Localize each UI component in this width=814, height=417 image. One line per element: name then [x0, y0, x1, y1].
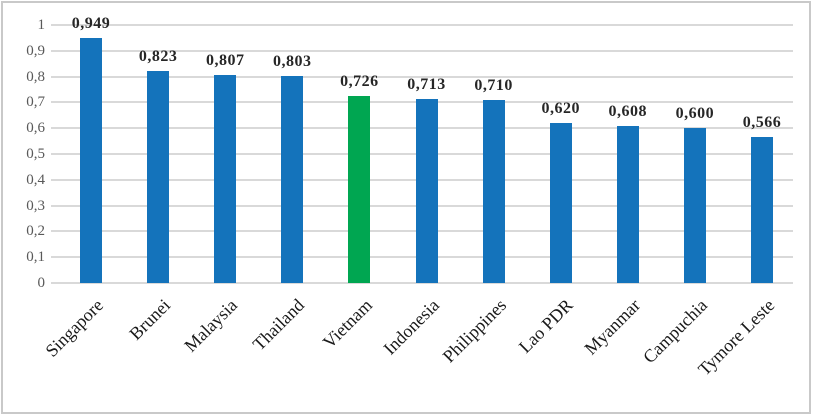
plot-area: 1 0,9 0,8 0,7 0,6 0,5 0,4 0,3 0,2 0,1 0 0,949 Singap… — [3, 3, 809, 412]
gridline — [51, 282, 793, 284]
y-axis-tick-label: 0 — [37, 275, 46, 291]
x-axis-category-label: Brunei — [125, 295, 175, 344]
y-axis-tick-label: 1 — [37, 17, 46, 33]
y-axis-tick-label: 0,8 — [26, 68, 45, 85]
bar-value-label: 0,803 — [273, 52, 312, 70]
bar-value-label: 0,949 — [71, 15, 111, 33]
y-axis-tick-label: 0,3 — [26, 197, 45, 214]
x-axis-category-label: Myanmar — [580, 295, 644, 359]
bar-value-label: 0,713 — [407, 76, 446, 94]
bar — [482, 99, 505, 283]
x-axis-category-label: Lao PDR — [514, 295, 577, 357]
x-axis-category-label: Singapore — [41, 295, 108, 361]
bar-value-label: 0,608 — [608, 103, 648, 121]
bar — [214, 74, 237, 283]
bar — [80, 38, 102, 283]
x-axis-category-label: Indonesia — [379, 295, 443, 359]
x-axis-category-label: Thailand — [249, 295, 309, 355]
bar — [616, 126, 639, 283]
gridline — [51, 49, 793, 52]
x-axis-category-label: Vietnam — [318, 295, 376, 353]
y-axis-tick-label: 0,2 — [26, 223, 45, 240]
x-axis-category-label: Philippines — [438, 295, 510, 367]
bar — [683, 128, 706, 283]
gridline — [51, 24, 793, 26]
bar-highlighted — [348, 95, 371, 283]
y-axis-tick-label: 0,7 — [26, 94, 45, 111]
y-axis-tick-label: 0,5 — [26, 146, 45, 162]
bar — [751, 136, 773, 283]
y-axis-tick-label: 0,6 — [26, 120, 45, 137]
bar — [415, 99, 438, 283]
y-axis-tick-label: 0,1 — [26, 249, 45, 266]
bar-value-label: 0,710 — [474, 76, 513, 94]
bar — [147, 70, 170, 283]
x-axis-category-label: Malaysia — [180, 295, 242, 356]
y-axis-tick-label: 0,9 — [26, 42, 45, 59]
bar-value-label: 0,726 — [340, 72, 379, 90]
bar-value-label: 0,566 — [742, 113, 782, 131]
bar-value-label: 0,823 — [138, 47, 178, 65]
y-axis-tick-label: 0,4 — [26, 171, 45, 188]
bar-value-label: 0,600 — [675, 105, 715, 123]
bar-value-label: 0,620 — [541, 100, 580, 118]
bar-value-label: 0,807 — [205, 51, 245, 69]
gridline — [51, 75, 793, 78]
bar — [549, 123, 572, 283]
bar — [281, 75, 304, 283]
